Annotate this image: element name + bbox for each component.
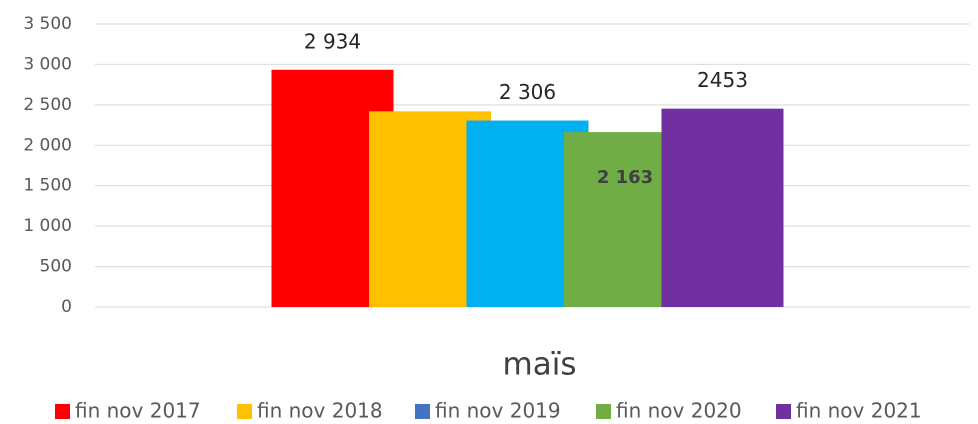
data-label: 2 306 (499, 80, 556, 104)
y-tick-label: 2 000 (23, 135, 72, 155)
y-tick-label: 2 500 (23, 95, 72, 115)
legend-label: fin nov 2018 (257, 399, 383, 423)
legend-swatch (237, 404, 252, 419)
y-tick-label: 1 500 (23, 176, 72, 196)
data-label: 2 163 (597, 167, 653, 188)
bar (661, 108, 784, 307)
legend-label: fin nov 2020 (616, 399, 742, 423)
legend-swatch (776, 404, 791, 419)
x-tick-label: maïs (503, 347, 577, 383)
y-tick-label: 500 (40, 257, 72, 277)
legend-label: fin nov 2019 (435, 399, 561, 423)
data-label: 2 934 (304, 29, 361, 53)
y-tick-label: 3 500 (23, 14, 72, 34)
y-tick-label: 1 000 (23, 216, 72, 236)
legend-label: fin nov 2021 (796, 399, 922, 423)
legend-swatch (596, 404, 611, 419)
y-tick-label: 0 (61, 297, 72, 317)
data-label: 2453 (697, 68, 748, 92)
legend-label: fin nov 2017 (75, 399, 201, 423)
legend-swatch (415, 404, 430, 419)
y-tick-label: 3 000 (23, 54, 72, 74)
legend-swatch (55, 404, 70, 419)
